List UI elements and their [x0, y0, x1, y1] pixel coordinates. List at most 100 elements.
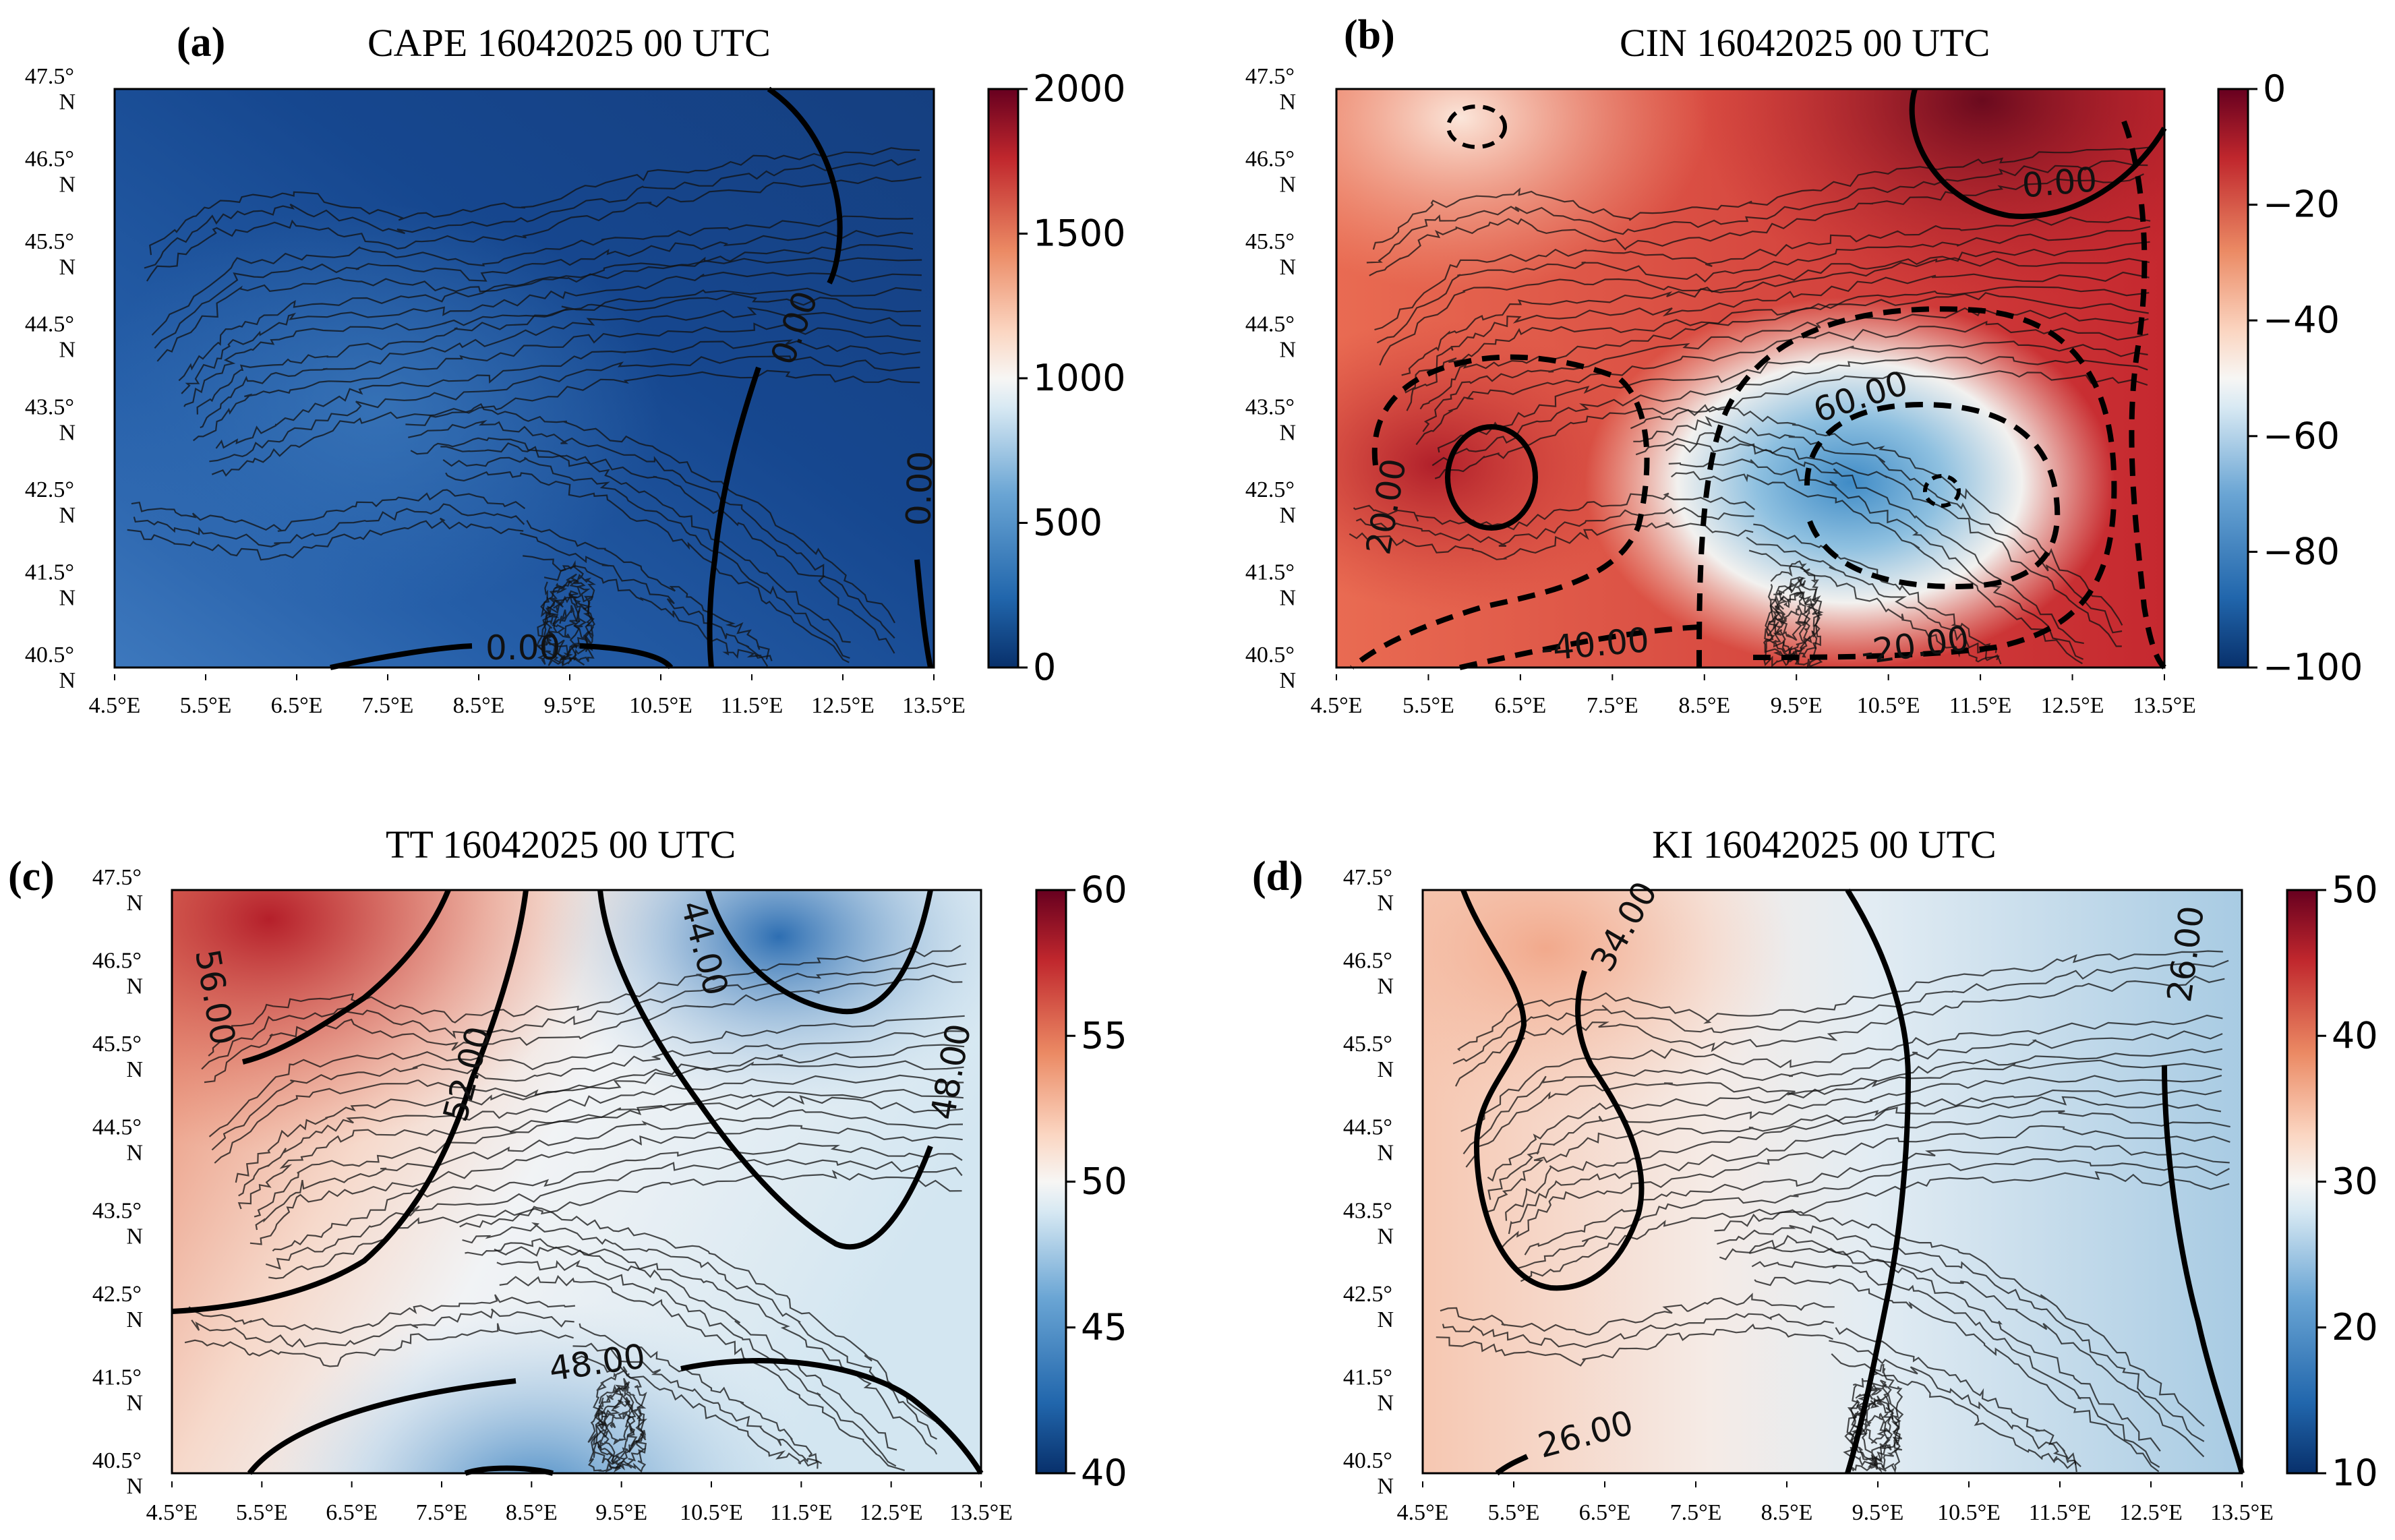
topography-contour	[1749, 1247, 2161, 1452]
panel-c-contour-line	[171, 889, 529, 1314]
topography-contour	[1505, 1096, 2222, 1221]
topography-contour	[597, 1411, 638, 1469]
topography-contour	[1751, 1261, 2160, 1468]
topography-contour	[237, 1088, 964, 1210]
topography-contour	[499, 1275, 906, 1471]
panel-c-contour-line	[242, 889, 451, 1065]
y-tick-suffix: N	[59, 90, 76, 115]
panel-b-contour-label: 0.00	[2021, 160, 2099, 205]
topography-contour	[255, 1108, 964, 1231]
topography-contour	[1442, 1313, 1834, 1349]
x-tick-label: 6.5°E	[1494, 693, 1546, 718]
topography-contour	[1462, 1030, 2223, 1155]
topography-contour	[181, 271, 922, 394]
y-tick-label: 41.5°	[92, 1365, 142, 1390]
panel-a-contour-line	[707, 366, 761, 668]
x-tick-label: 13.5°E	[2133, 693, 2196, 718]
y-tick-label: 47.5°	[25, 64, 74, 89]
x-tick-label: 8.5°E	[1761, 1500, 1813, 1525]
topography-contour	[201, 962, 967, 1070]
topography-contour	[537, 590, 595, 667]
panel-d-letter: (d)	[1252, 854, 1303, 899]
topography-contour	[1850, 1396, 1892, 1462]
panel-c-contour-line	[464, 1465, 554, 1476]
topography-contour	[579, 1323, 817, 1462]
x-tick-label: 9.5°E	[544, 693, 596, 718]
topography-contour	[193, 322, 921, 442]
topography-contour	[523, 555, 769, 667]
topography-contour	[1843, 1380, 1904, 1469]
topography-contour	[1633, 415, 2123, 634]
topography-contour	[1369, 173, 2144, 276]
panel-c-title: TT 16042025 00 UTC	[386, 823, 736, 866]
topography-contour	[1415, 320, 2149, 446]
topography-contour	[1422, 307, 2149, 432]
y-tick-suffix: N	[59, 503, 76, 528]
topography-contour	[1508, 1110, 2230, 1235]
topography-contour	[1455, 975, 2225, 1087]
x-tick-label: 11.5°E	[721, 693, 783, 718]
topography-contour	[1353, 492, 1756, 531]
panel-a-contour-line	[767, 86, 843, 285]
topography-contour	[144, 158, 916, 269]
y-tick-suffix: N	[1377, 974, 1394, 999]
panel-d-title: KI 16042025 00 UTC	[1652, 823, 1997, 866]
topography-contour	[1349, 522, 1754, 560]
panel-b-contour-line	[1804, 401, 2061, 590]
y-tick-label: 40.5°	[1245, 643, 1295, 668]
y-tick-suffix: N	[1279, 255, 1296, 280]
topography-contour	[1460, 1014, 2223, 1132]
topography-contour	[1452, 959, 2229, 1065]
x-tick-label: 5.5°E	[1402, 693, 1454, 718]
colorbar-tick-label: 60	[1081, 868, 1127, 911]
panel-c-map: 56.00 44.00 52.00 48.00 48.00	[171, 889, 984, 1476]
topography-contour	[1376, 226, 2151, 344]
topography-contour	[440, 442, 851, 643]
topography-contour	[572, 1342, 823, 1464]
panel-a-letter: (a)	[177, 20, 225, 65]
colorbar-tick-label: 50	[1081, 1160, 1127, 1203]
topography-contour	[1431, 356, 2148, 467]
panel-a-colorbar-bar	[987, 88, 1019, 669]
topography-contour	[1483, 1089, 2222, 1214]
panel-b-title: CIN 16042025 00 UTC	[1620, 21, 1990, 65]
topography-contour	[1436, 1323, 1833, 1367]
topography-contour	[1355, 506, 1754, 547]
panel-b-y-axis: 47.5°N46.5°N45.5°N44.5°N43.5°N42.5°N41.5…	[1245, 64, 1296, 693]
x-tick-label: 4.5°E	[146, 1500, 198, 1525]
y-tick-label: 45.5°	[25, 229, 74, 254]
topography-contour	[1746, 537, 2002, 665]
panel-c-colorbar-bar	[1035, 889, 1067, 1475]
topography-contour	[1487, 1075, 2222, 1200]
topography-contour	[1406, 286, 2150, 411]
colorbar-tick-label: −80	[2263, 530, 2340, 572]
topography-contour	[1419, 292, 2149, 410]
panel-d-contour-line	[2162, 1065, 2245, 1475]
y-tick-suffix: N	[59, 338, 76, 363]
y-tick-suffix: N	[59, 173, 76, 198]
topography-contour	[1520, 1171, 2230, 1282]
panel-b: (b) CIN 16042025 00 UTC 0.00 20.00 -40.0…	[1245, 12, 2363, 718]
topography-contour	[1829, 1340, 2081, 1468]
x-tick-label: 11.5°E	[1949, 693, 2012, 718]
y-tick-label: 42.5°	[92, 1282, 142, 1307]
colorbar-tick-label: −20	[2263, 183, 2340, 226]
y-tick-suffix: N	[59, 585, 76, 610]
panel-b-contour-line	[1446, 105, 1507, 149]
topography-contour	[131, 489, 526, 532]
topography-contour	[597, 1381, 637, 1446]
x-tick-label: 9.5°E	[1852, 1500, 1904, 1525]
x-tick-label: 6.5°E	[1579, 1500, 1631, 1525]
y-tick-label: 40.5°	[92, 1448, 142, 1473]
topography-contour	[496, 1260, 897, 1467]
x-tick-label: 4.5°E	[1397, 1500, 1449, 1525]
panel-d-coastlines	[1436, 950, 2230, 1473]
y-tick-label: 44.5°	[92, 1115, 142, 1140]
topography-contour	[545, 605, 587, 661]
y-tick-suffix: N	[126, 1224, 143, 1249]
x-tick-label: 10.5°E	[1937, 1500, 2001, 1525]
topography-contour	[1847, 1395, 1903, 1473]
x-tick-label: 11.5°E	[770, 1500, 833, 1525]
topography-contour	[597, 1396, 636, 1464]
panel-a-contour-line	[330, 643, 473, 670]
